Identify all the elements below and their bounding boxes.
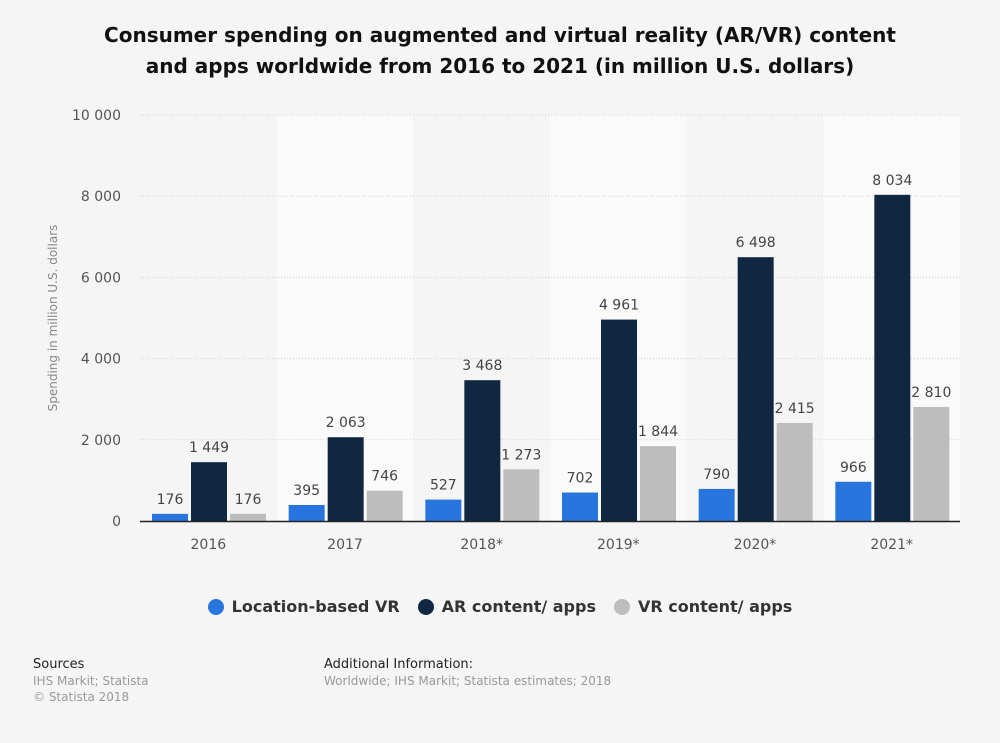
legend-marker-icon <box>613 598 630 615</box>
x-tick-label: 2020* <box>734 537 777 553</box>
bar <box>191 462 227 521</box>
bar-chart: 0 2 000 4 000 6 000 8 000 10 000 Spending in m… <box>46 108 960 553</box>
bar <box>327 437 364 521</box>
legend-item-location-based-vr[interactable]: Location-based VR <box>207 597 400 616</box>
bar <box>698 488 735 521</box>
x-tick-label: 2019* <box>597 537 640 553</box>
bar <box>464 380 501 521</box>
sources-block: Sources IHS Markit; Statista © Statista … <box>33 657 149 705</box>
bar <box>913 406 950 521</box>
data-label: 966 <box>840 460 867 476</box>
bar <box>874 194 911 522</box>
data-label: 395 <box>293 483 320 499</box>
legend-label: VR content/ apps <box>637 597 793 616</box>
data-label: 702 <box>567 470 594 486</box>
legend: Location-based VR AR content/ apps VR co… <box>0 597 1000 616</box>
legend-label: AR content/ apps <box>441 597 596 616</box>
data-label: 176 <box>157 492 184 508</box>
data-label: 2 810 <box>911 385 951 401</box>
copyright-text: © Statista 2018 <box>33 690 130 704</box>
legend-item-vr-content[interactable]: VR content/ apps <box>613 597 793 616</box>
data-label: 8 034 <box>872 173 912 189</box>
y-tick-label: 8 000 <box>81 189 121 205</box>
x-tick-label: 2018* <box>460 537 503 553</box>
bar <box>425 499 462 521</box>
bar <box>503 469 540 521</box>
additional-info-block: Additional Information: Worldwide; IHS M… <box>324 657 611 689</box>
data-label: 1 844 <box>638 424 678 440</box>
data-label: 1 449 <box>189 440 229 456</box>
data-label: 2 063 <box>326 415 366 431</box>
y-tick-label: 0 <box>112 514 121 530</box>
legend-marker-icon <box>417 598 434 615</box>
x-tick-label: 2016 <box>191 537 227 553</box>
legend-label: Location-based VR <box>231 597 400 616</box>
data-label: 176 <box>235 492 262 508</box>
sources-text[interactable]: IHS Markit; Statista <box>33 674 149 688</box>
data-label: 2 415 <box>775 401 815 417</box>
bar <box>230 513 266 521</box>
bar <box>601 319 637 521</box>
y-tick-label: 2 000 <box>81 433 121 449</box>
bar <box>366 490 403 521</box>
bar <box>835 481 872 521</box>
y-tick-label: 10 000 <box>72 108 121 124</box>
bar <box>776 422 813 521</box>
bar <box>288 504 325 521</box>
data-label: 746 <box>371 469 398 485</box>
chart-title: Consumer spending on augmented and virtu… <box>0 20 1000 82</box>
y-tick-label: 4 000 <box>81 352 121 368</box>
x-tick-label: 2017 <box>327 537 363 553</box>
data-label: 3 468 <box>462 358 502 374</box>
data-label: 6 498 <box>736 235 776 251</box>
y-axis-label: Spending in million U.S. dollars <box>46 225 60 412</box>
sources-heading: Sources <box>33 657 85 672</box>
data-label: 4 961 <box>599 298 639 314</box>
legend-item-ar-content[interactable]: AR content/ apps <box>417 597 596 616</box>
bar <box>562 492 598 521</box>
additional-info-heading: Additional Information: <box>324 657 474 672</box>
bar <box>640 446 676 521</box>
data-label: 790 <box>703 467 730 483</box>
chart-title-line-2: and apps worldwide from 2016 to 2021 (in… <box>145 54 855 78</box>
x-tick-label: 2021* <box>870 537 913 553</box>
additional-info-text: Worldwide; IHS Markit; Statista estimate… <box>324 674 612 688</box>
bar <box>152 513 188 521</box>
bar <box>737 257 774 521</box>
data-label: 527 <box>430 478 457 494</box>
y-tick-label: 6 000 <box>81 270 121 286</box>
chart-title-line-1: Consumer spending on augmented and virtu… <box>104 23 896 47</box>
legend-marker-icon <box>207 598 224 615</box>
data-label: 1 273 <box>501 447 541 463</box>
